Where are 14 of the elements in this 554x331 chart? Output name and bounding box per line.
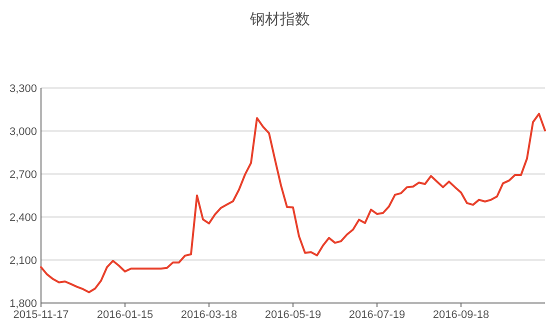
x-tick-label: 2016-01-15 — [96, 309, 154, 321]
y-tick-label: 2,100 — [9, 255, 37, 267]
line-series — [40, 112, 546, 294]
y-tick-label: 3,300 — [9, 83, 37, 95]
x-tick-label: 2016-09-18 — [432, 309, 490, 321]
y-tick-label: 3,000 — [9, 126, 37, 138]
x-tick-label: 2016-07-19 — [348, 309, 406, 321]
x-tick-label: 2015-11-17 — [13, 309, 69, 321]
x-tick-label: 2016-03-18 — [180, 309, 238, 321]
y-tick-label: 2,400 — [9, 212, 37, 224]
x-tick-label: 2016-05-19 — [264, 309, 322, 321]
chart-title: 钢材指数 — [249, 11, 310, 28]
y-tick-label: 2,700 — [9, 169, 37, 181]
y-tick-label: 1,800 — [9, 298, 37, 310]
